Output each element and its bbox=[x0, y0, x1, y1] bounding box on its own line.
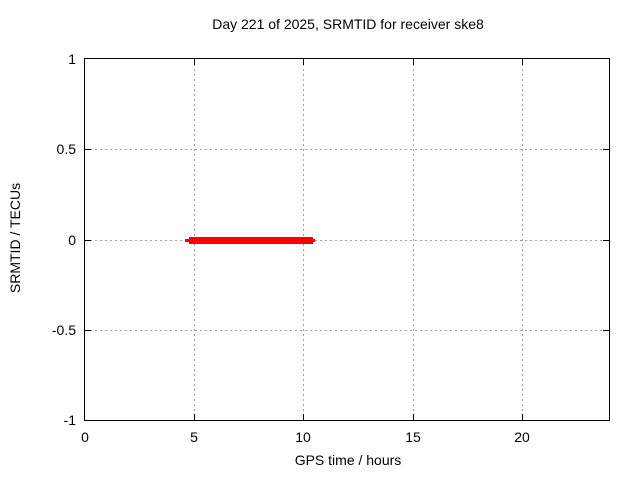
x-tick-label: 20 bbox=[514, 429, 530, 445]
y-tick-left bbox=[85, 149, 91, 150]
horizontal-gridline bbox=[85, 149, 609, 150]
vertical-gridline bbox=[522, 59, 523, 420]
x-tick-label: 0 bbox=[81, 429, 89, 445]
y-tick-right bbox=[603, 149, 609, 150]
x-tick-top bbox=[194, 59, 195, 65]
y-tick-right bbox=[603, 240, 609, 241]
chart-title: Day 221 of 2025, SRMTID for receiver ske… bbox=[212, 16, 484, 32]
plot-area bbox=[84, 58, 610, 421]
y-tick-label: -0.5 bbox=[51, 322, 76, 338]
x-tick-label: 5 bbox=[190, 429, 198, 445]
x-tick-bottom bbox=[413, 414, 414, 420]
x-tick-top bbox=[413, 59, 414, 65]
x-tick-bottom bbox=[522, 414, 523, 420]
x-tick-bottom bbox=[194, 414, 195, 420]
y-tick-label: -1 bbox=[63, 412, 76, 428]
horizontal-gridline bbox=[85, 330, 609, 331]
x-tick-top bbox=[303, 59, 304, 65]
y-tick-left bbox=[85, 240, 91, 241]
y-tick-label: 0 bbox=[68, 232, 76, 248]
horizontal-gridline bbox=[85, 240, 609, 241]
y-tick-left bbox=[85, 330, 91, 331]
y-tick-right bbox=[603, 330, 609, 331]
x-axis-title: GPS time / hours bbox=[294, 452, 402, 468]
x-tick-bottom bbox=[303, 414, 304, 420]
vertical-gridline bbox=[413, 59, 414, 420]
y-tick-label: 1 bbox=[68, 51, 76, 67]
y-tick-label: 0.5 bbox=[56, 141, 76, 157]
x-tick-label: 10 bbox=[295, 429, 311, 445]
x-tick-label: 15 bbox=[405, 429, 421, 445]
x-tick-top bbox=[522, 59, 523, 65]
data-series-segment bbox=[189, 237, 313, 244]
